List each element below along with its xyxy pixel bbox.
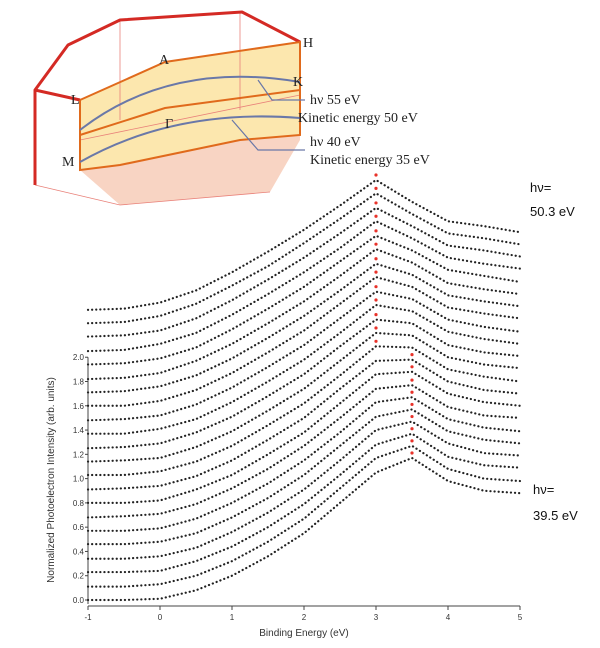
y-tick-label: 1.6 xyxy=(73,402,85,411)
y-tick-label: 0.4 xyxy=(73,547,85,556)
point-label: L xyxy=(71,93,80,108)
x-tick-label: -1 xyxy=(84,613,92,622)
spectrum xyxy=(86,178,522,311)
peak-marker xyxy=(410,365,414,369)
annotation: 50.3 eV xyxy=(530,204,575,219)
peak-marker xyxy=(410,439,414,443)
annotation: hν= xyxy=(533,482,554,497)
point-label: M xyxy=(62,155,75,170)
inset-diagram: H A K L Γ M hν 55 eV Kinetic energy 50 e… xyxy=(33,10,430,206)
spectrum xyxy=(86,219,522,353)
inset-note: Kinetic energy 50 eV xyxy=(298,111,418,126)
peak-marker xyxy=(374,229,378,233)
spectrum xyxy=(86,192,522,325)
peak-marker xyxy=(374,326,378,330)
spectrum xyxy=(86,345,522,477)
zone-outline xyxy=(33,10,301,185)
peak-marker xyxy=(374,214,378,218)
y-tick-label: 1.0 xyxy=(73,475,85,484)
inset-note: Kinetic energy 35 eV xyxy=(310,153,430,168)
annotation: hν= xyxy=(530,180,551,195)
spectrum xyxy=(86,303,522,435)
point-label: A xyxy=(159,53,170,68)
x-tick-label: 2 xyxy=(302,613,307,622)
spectrum xyxy=(86,370,522,504)
peak-marker xyxy=(374,285,378,289)
peak-marker xyxy=(410,414,414,419)
peak-marker xyxy=(374,270,378,274)
point-label: K xyxy=(293,75,303,90)
spectrum xyxy=(86,396,522,532)
spectrum xyxy=(86,384,522,519)
x-axis-title: Binding Energy (eV) xyxy=(259,628,349,639)
spectrum xyxy=(86,318,522,450)
spectrum xyxy=(86,331,522,463)
spectrum xyxy=(86,432,522,574)
y-tick-label: 1.8 xyxy=(73,378,85,387)
plane-edges xyxy=(79,40,301,172)
y-tick-label: 1.4 xyxy=(73,426,85,435)
spectrum xyxy=(86,290,522,422)
zone-thin-edges xyxy=(34,12,301,206)
peak-marker xyxy=(410,353,414,357)
peak-marker xyxy=(374,312,378,317)
peak-marker xyxy=(410,427,414,431)
spectrum xyxy=(86,262,522,394)
peak-marker xyxy=(410,402,414,407)
y-tick-label: 2.0 xyxy=(73,353,85,362)
peak-marker xyxy=(374,242,378,246)
y-tick-label: 0.2 xyxy=(73,572,85,581)
spectrum xyxy=(86,206,522,338)
spectrum xyxy=(86,234,522,366)
peak-marker xyxy=(374,201,378,205)
inset-note: hν 55 eV xyxy=(310,93,361,108)
spectrum xyxy=(86,444,522,588)
y-tick-label: 0.6 xyxy=(73,523,85,532)
point-label: Γ xyxy=(165,117,173,132)
peak-marker xyxy=(374,173,378,177)
peak-marker xyxy=(410,451,414,455)
peak-marker xyxy=(374,186,378,190)
x-tick-label: 0 xyxy=(158,613,163,622)
y-tick-label: 0.8 xyxy=(73,499,85,508)
zone-lower-face xyxy=(80,135,300,205)
spectrum xyxy=(86,247,522,381)
peak-marker xyxy=(410,378,414,382)
x-tick-label: 5 xyxy=(518,613,523,622)
point-label: H xyxy=(303,36,313,51)
x-tick-label: 3 xyxy=(374,613,379,622)
kz-paths xyxy=(79,75,305,163)
peak-marker xyxy=(410,390,414,394)
y-axis-title: Normalized Photoelectron Intensity (arb.… xyxy=(46,377,57,583)
peak-marker xyxy=(374,298,378,302)
x-tick-label: 1 xyxy=(230,613,235,622)
spectrum xyxy=(86,275,522,407)
x-tick-label: 4 xyxy=(446,613,451,622)
inset-note: hν 40 eV xyxy=(310,135,361,150)
y-tick-label: 1.2 xyxy=(73,450,85,459)
annotation: 39.5 eV xyxy=(533,508,578,523)
spectrum xyxy=(86,358,522,491)
y-tick-label: 0.0 xyxy=(73,596,85,605)
point-labels: H A K L Γ M xyxy=(62,36,313,170)
peak-marker xyxy=(374,339,378,343)
peak-marker xyxy=(374,257,378,261)
spectrum xyxy=(86,420,522,560)
